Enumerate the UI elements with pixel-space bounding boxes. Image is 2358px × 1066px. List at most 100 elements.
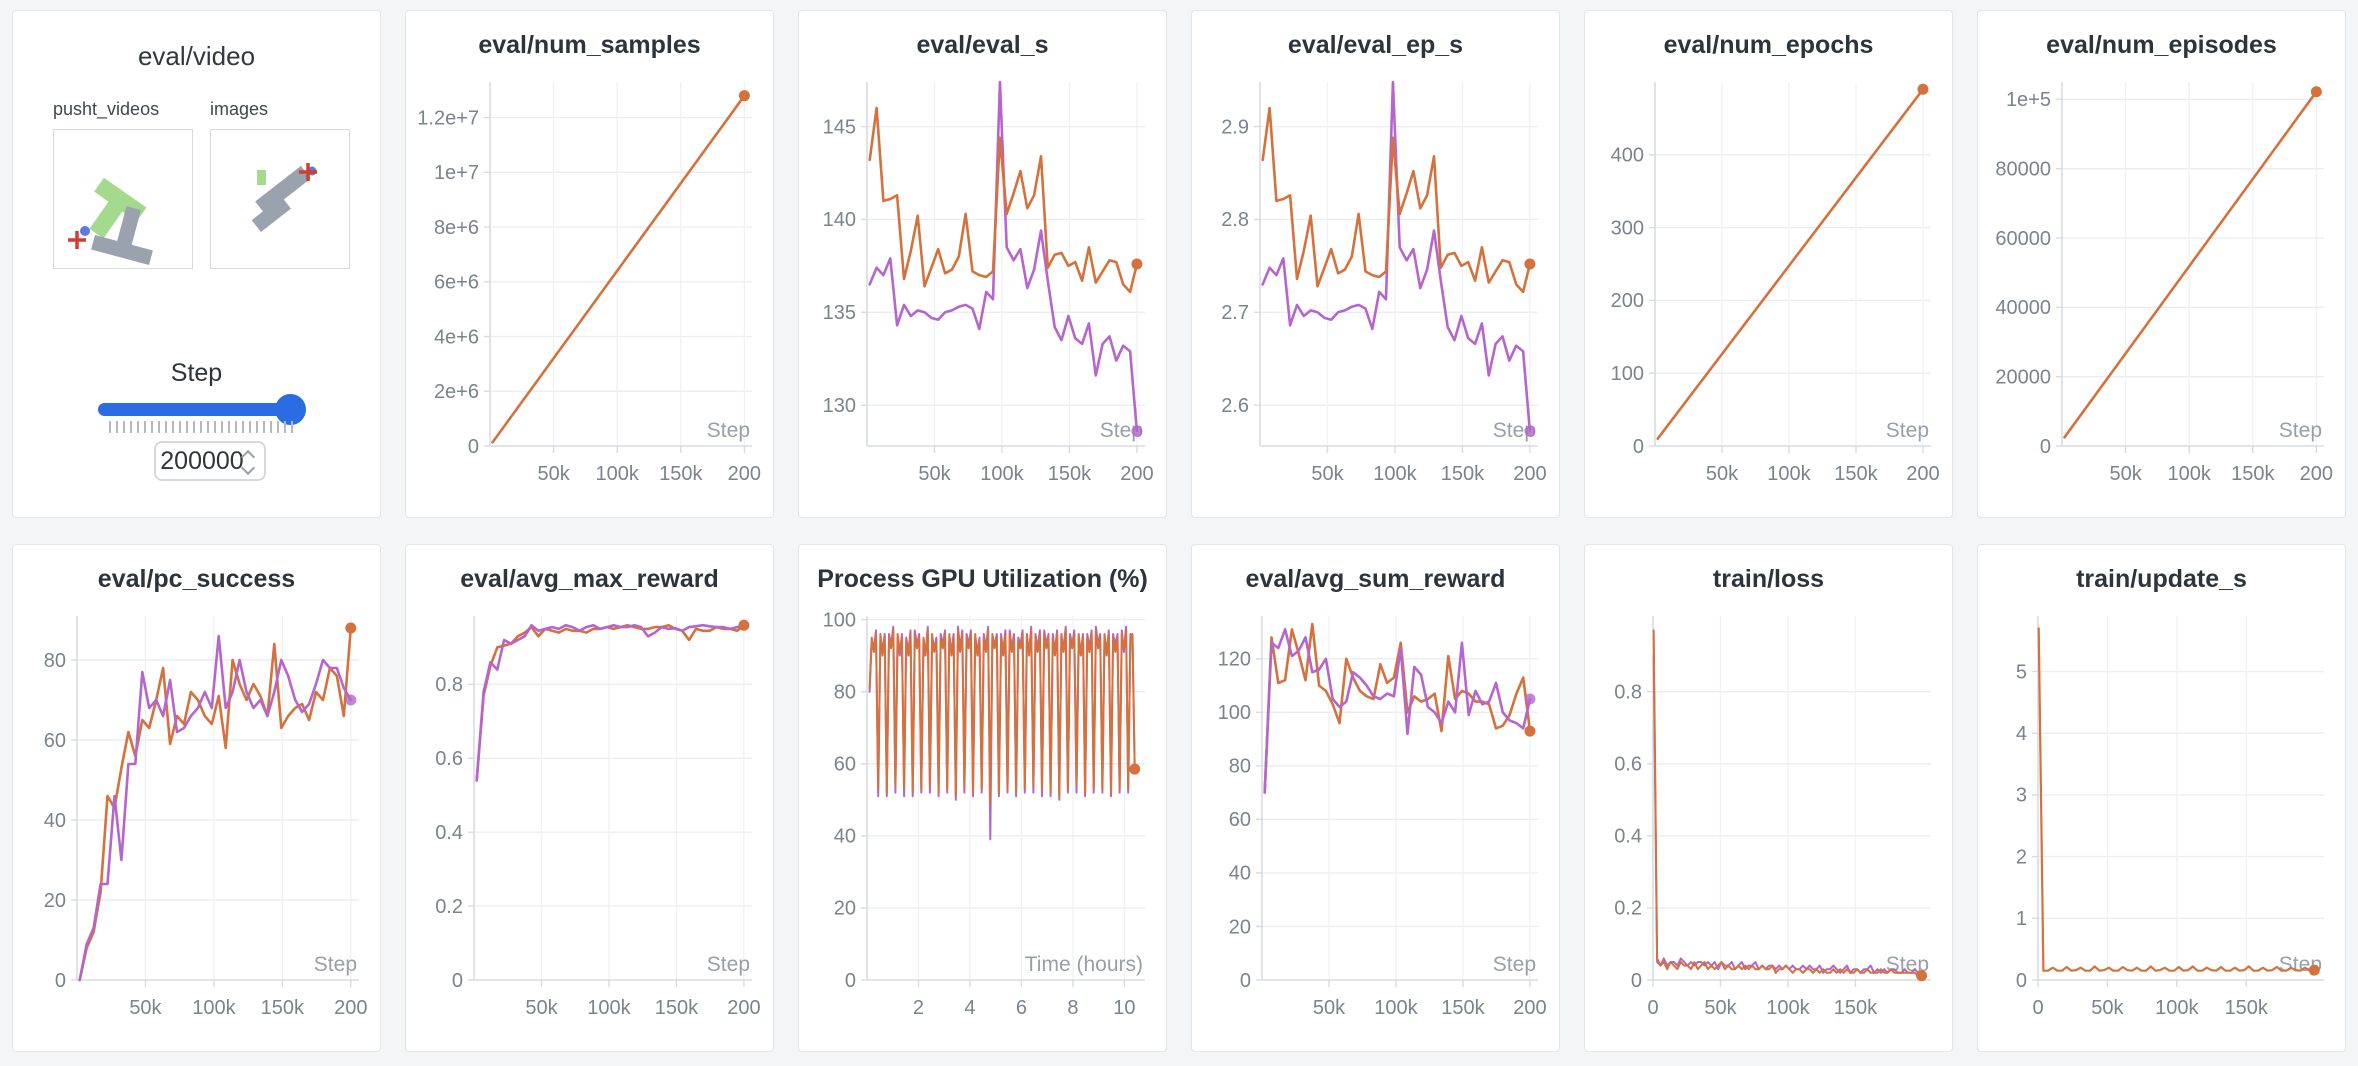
svg-text:4: 4 — [2016, 723, 2027, 745]
svg-text:100k: 100k — [2155, 997, 2199, 1019]
svg-text:150k: 150k — [1834, 997, 1878, 1019]
svg-text:100: 100 — [1218, 702, 1251, 724]
svg-text:5: 5 — [2016, 661, 2027, 683]
panel-eval-avg-max-reward[interactable]: eval/avg_max_reward 0 0.2 0.4 0.6 0.8 50k 100k… — [405, 544, 774, 1052]
svg-text:0: 0 — [2032, 997, 2043, 1019]
svg-text:8e+6: 8e+6 — [434, 217, 479, 239]
step-slider-track[interactable] — [98, 403, 302, 416]
chart-canvas[interactable]: 0 20 40 60 80 100 120 50k 100k 150k 200 Step — [1204, 602, 1547, 1034]
svg-text:20: 20 — [44, 890, 66, 912]
svg-text:0.8: 0.8 — [1614, 681, 1642, 703]
svg-text:3: 3 — [2016, 785, 2027, 807]
gray-t-bar — [255, 165, 311, 215]
panel-train-update-s[interactable]: train/update_s 0 1 2 3 4 5 0 50k 100k 150k Step — [1977, 544, 2346, 1052]
panel-title: eval/num_samples — [478, 31, 701, 59]
panel-title: Process GPU Utilization (%) — [817, 565, 1148, 593]
step-slider-label: Step — [170, 359, 223, 387]
panel-eval-num-episodes[interactable]: eval/num_episodes 0 20000 40000 60000 80000 1… — [1977, 10, 2346, 518]
svg-text:50k: 50k — [537, 463, 570, 485]
svg-text:150k: 150k — [2225, 997, 2269, 1019]
svg-text:0: 0 — [845, 970, 856, 992]
svg-text:40: 40 — [834, 826, 856, 848]
panel-eval-num-samples[interactable]: eval/num_samples 0 2e+6 4e+6 6e+6 8e+6 1e+7 1.… — [405, 10, 774, 518]
svg-text:80: 80 — [1229, 756, 1251, 778]
svg-text:80: 80 — [834, 681, 856, 703]
svg-text:100k: 100k — [1373, 463, 1417, 485]
svg-text:Step: Step — [1886, 419, 1929, 442]
chart-canvas[interactable]: 0 20 40 60 80 50k 100k 150k 200 Step — [25, 602, 368, 1034]
chart-canvas[interactable]: 0 20 40 60 80 100 2 4 6 8 10 Time (hours) — [811, 602, 1154, 1034]
svg-text:0.4: 0.4 — [1614, 826, 1642, 848]
step-value[interactable]: 200000 — [160, 447, 244, 475]
panel-eval-pc-success[interactable]: eval/pc_success 0 20 40 60 80 50k 100k 150k 200 S… — [12, 544, 381, 1052]
svg-text:0: 0 — [1647, 997, 1658, 1019]
panel-gpu-utilization[interactable]: Process GPU Utilization (%) 0 20 40 60 80 100… — [798, 544, 1167, 1052]
video-thumbnail-images[interactable] — [210, 129, 350, 269]
svg-text:150k: 150k — [1834, 463, 1878, 485]
panel-title: eval/pc_success — [97, 565, 296, 593]
panel-eval-avg-sum-reward[interactable]: eval/avg_sum_reward 0 20 40 60 80 100 120 50k 10… — [1191, 544, 1560, 1052]
svg-text:1e+7: 1e+7 — [434, 162, 479, 184]
panel-eval-eval-ep-s[interactable]: eval/eval_ep_s 2.6 2.7 2.8 2.9 50k 100k 150k 20… — [1191, 10, 1560, 518]
svg-text:50k: 50k — [525, 997, 558, 1019]
panel-train-loss[interactable]: train/loss 0 0.2 0.4 0.6 0.8 0 50k 100k 150k Step — [1584, 544, 1953, 1052]
svg-text:60000: 60000 — [1995, 228, 2051, 250]
svg-text:1: 1 — [2016, 908, 2027, 930]
svg-text:140: 140 — [823, 209, 856, 231]
svg-text:Step: Step — [707, 419, 750, 442]
chart-canvas[interactable]: 0 0.2 0.4 0.6 0.8 50k 100k 150k 200 Step — [418, 602, 761, 1034]
svg-text:0.4: 0.4 — [435, 822, 463, 844]
svg-text:1e+5: 1e+5 — [2006, 89, 2051, 111]
pusht-scene — [68, 177, 153, 265]
step-slider-thumb[interactable] — [275, 394, 306, 425]
chart-canvas[interactable]: 0 100 200 300 400 50k 100k 150k 200 Step — [1597, 68, 1940, 500]
svg-text:20: 20 — [834, 898, 856, 920]
svg-text:200: 200 — [728, 463, 761, 485]
svg-text:100: 100 — [1611, 363, 1644, 385]
panel-eval-eval-s[interactable]: eval/eval_s 130 135 140 145 50k 100k 150k 200 St… — [798, 10, 1167, 518]
svg-text:40: 40 — [44, 810, 66, 832]
svg-text:Step: Step — [1100, 419, 1143, 442]
svg-text:1.2e+7: 1.2e+7 — [418, 107, 479, 129]
svg-text:150k: 150k — [1441, 997, 1485, 1019]
svg-text:200: 200 — [2300, 463, 2333, 485]
svg-text:200: 200 — [1513, 463, 1546, 485]
green-sliver — [257, 170, 266, 185]
svg-text:0: 0 — [1240, 970, 1251, 992]
svg-text:150k: 150k — [1441, 463, 1485, 485]
svg-text:100k: 100k — [1374, 997, 1418, 1019]
panel-title: eval/video — [137, 41, 256, 71]
video-thumbnail-pusht[interactable] — [53, 129, 193, 269]
panel-eval-num-epochs[interactable]: eval/num_epochs 0 100 200 300 400 50k 100k 150k… — [1584, 10, 1953, 518]
svg-text:150k: 150k — [261, 997, 305, 1019]
svg-text:Step: Step — [2279, 419, 2322, 442]
svg-text:20000: 20000 — [1995, 366, 2051, 388]
svg-text:4e+6: 4e+6 — [434, 326, 479, 348]
gray-t-shape — [91, 206, 153, 265]
svg-text:0: 0 — [55, 970, 66, 992]
panel-title: train/update_s — [2076, 565, 2247, 593]
svg-text:60: 60 — [44, 730, 66, 752]
svg-text:0.8: 0.8 — [435, 674, 463, 696]
svg-text:200: 200 — [1906, 463, 1939, 485]
chart-canvas[interactable]: 0 2e+6 4e+6 6e+6 8e+6 1e+7 1.2e+7 50k 100k 150k 20… — [418, 68, 761, 500]
svg-text:0.2: 0.2 — [1614, 898, 1642, 920]
svg-text:50k: 50k — [2091, 997, 2124, 1019]
svg-text:100k: 100k — [980, 463, 1024, 485]
step-number-input[interactable]: 200000 — [154, 441, 266, 481]
chart-canvas[interactable]: 2.6 2.7 2.8 2.9 50k 100k 150k 200 Step — [1204, 68, 1547, 500]
chart-canvas[interactable]: 130 135 140 145 50k 100k 150k 200 Step — [811, 68, 1154, 500]
svg-text:100k: 100k — [1766, 997, 1810, 1019]
panel-eval-video[interactable]: eval/video pusht_videos images — [12, 10, 381, 518]
svg-text:Step: Step — [707, 953, 750, 976]
svg-text:4: 4 — [964, 997, 975, 1019]
svg-text:50k: 50k — [1313, 997, 1346, 1019]
svg-text:80: 80 — [44, 650, 66, 672]
svg-text:0: 0 — [1633, 436, 1644, 458]
svg-text:150k: 150k — [2231, 463, 2275, 485]
panel-title: eval/avg_max_reward — [460, 565, 719, 593]
panel-title: eval/eval_ep_s — [1287, 31, 1464, 59]
chart-canvas[interactable]: 0 20000 40000 60000 80000 1e+5 50k 100k 150k 200 S… — [1990, 68, 2333, 500]
